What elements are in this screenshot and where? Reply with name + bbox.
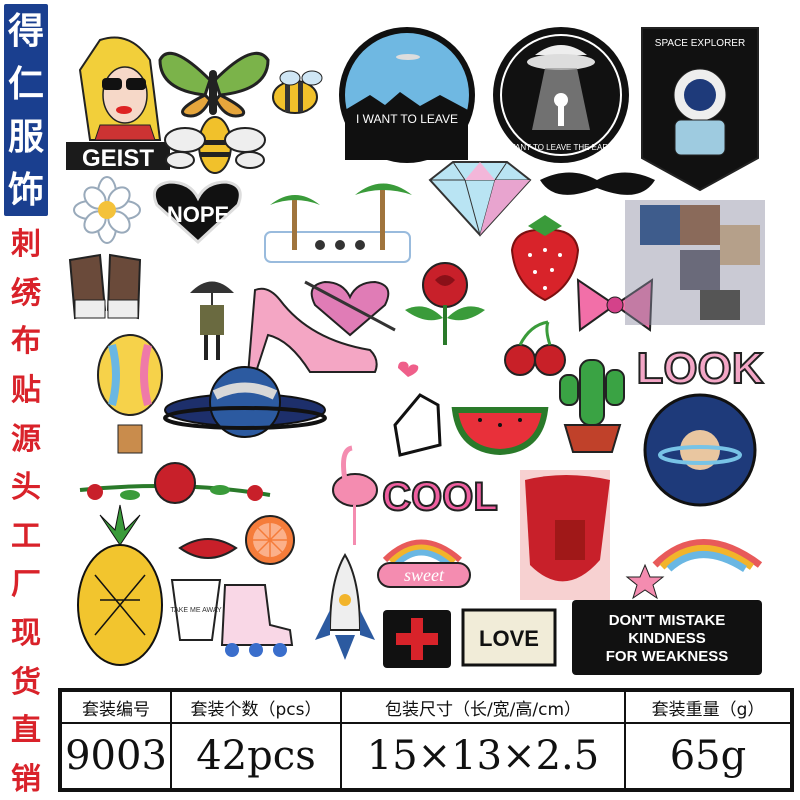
slogan-char: 货 [11, 664, 41, 700]
brand-char: 服 [7, 115, 44, 158]
spec-value-code: 9003 [60, 722, 172, 790]
patch-collage: GEIST I WANT TO LEAVE [66, 27, 765, 675]
slogan-char: 贴 [11, 372, 41, 408]
red-cross-patch [383, 610, 451, 668]
earth-patch: I WANT TO LEAVE THE EARTH [493, 27, 629, 163]
slogan-char: 现 [11, 616, 41, 651]
leave-text: I WANT TO LEAVE [356, 112, 458, 126]
saturn-circle-patch [643, 393, 757, 507]
palm-beach-patch [264, 183, 412, 263]
spec-table: 套装编号 套装个数（pcs） 包装尺寸（长/宽/高/cm） 套装重量（g） 90… [58, 688, 794, 792]
geist-text: GEIST [82, 145, 154, 172]
spec-header-count: 套装个数（pcs） [170, 690, 342, 724]
kindness-line-3: FOR WEAKNESS [606, 648, 729, 665]
small-bee-patch [272, 70, 323, 114]
spec-header-row: 套装编号 套装个数（pcs） 包装尺寸（长/宽/高/cm） 套装重量（g） [60, 690, 792, 724]
brand-char: 饰 [7, 168, 44, 211]
rainbow-star-patch [625, 539, 763, 600]
spec-header-size: 包装尺寸（长/宽/高/cm） [340, 690, 626, 724]
kindness-line-1: DON'T MISTAKE [609, 612, 726, 629]
watermelon-patch [451, 407, 549, 456]
daisy-patch [73, 176, 141, 244]
slogan-char: 刺 [11, 227, 41, 262]
finger-heart-patch [393, 361, 442, 457]
bee-patch [164, 116, 266, 174]
kindness-line-2: KINDNESS [628, 630, 706, 647]
slogan-char: 厂 [11, 567, 41, 603]
spec-value-row: 9003 42pcs 15×13×2.5 65g [60, 722, 792, 790]
slogan-char: 直 [11, 713, 41, 749]
heart-arrow-patch [304, 280, 396, 337]
blurred-patch-1 [625, 200, 765, 325]
rocket-patch [315, 553, 375, 660]
cool-text: COOL [382, 475, 498, 519]
space-text: SPACE EXPLORER [655, 38, 745, 49]
bow-patch [576, 278, 654, 332]
butterfly-patch [158, 51, 270, 118]
nope-heart-patch: NOPE [152, 180, 242, 245]
love-patch: LOVE [461, 608, 557, 667]
umbrella-person-patch [190, 281, 234, 360]
diamond-patch [428, 161, 532, 237]
spec-header-code: 套装编号 [60, 690, 172, 724]
side-banner: 得 仁 服 饰 刺 绣 布 贴 源 头 工 厂 现 货 直 销 [0, 0, 50, 800]
earth-text: I WANT TO LEAVE THE EARTH [503, 143, 619, 152]
space-explorer-patch: SPACE EXPLORER [641, 27, 759, 192]
strawberry-patch [510, 215, 580, 302]
sweet-rainbow-patch: sweet [377, 539, 471, 588]
pineapple-patch [77, 504, 163, 666]
slogan-char: 销 [11, 761, 41, 797]
lips-patch [178, 538, 238, 559]
spec-value-size: 15×13×2.5 [340, 722, 626, 790]
nope-text: NOPE [167, 202, 229, 227]
spec-value-count: 42pcs [170, 722, 342, 790]
love-text: LOVE [479, 626, 539, 651]
slogan-char: 头 [11, 470, 41, 506]
sweet-text: sweet [404, 565, 445, 585]
cactus-patch [559, 359, 625, 453]
spec-value-weight: 65g [624, 722, 792, 790]
brand-block: 得 仁 服 饰 [4, 4, 48, 216]
kindness-patch: DON'T MISTAKE KINDNESS FOR WEAKNESS [572, 600, 762, 675]
cup-patch: TAKE ME AWAY [170, 579, 222, 641]
slogan-char: 布 [11, 324, 41, 360]
brand-char: 得 [7, 9, 44, 52]
brand-char: 仁 [7, 62, 44, 105]
geist-girl-patch: GEIST [66, 36, 170, 172]
sneakers-patch [68, 253, 142, 320]
grapefruit-patch [245, 515, 295, 565]
rose-patch [405, 262, 485, 345]
high-heel-patch [246, 287, 378, 376]
hot-air-balloon-patch [97, 334, 163, 454]
flamingo-patch [332, 445, 378, 545]
slogan-char: 绣 [11, 275, 41, 311]
planet-ring-patch [163, 366, 327, 438]
slogan-char: 源 [11, 421, 41, 457]
slogan-block: 刺 绣 布 贴 源 头 工 厂 现 货 直 销 [4, 230, 48, 795]
cherries-patch [504, 320, 566, 376]
take-text: TAKE ME AWAY [170, 607, 222, 614]
spec-header-weight: 套装重量（g） [624, 690, 792, 724]
mustache-patch [540, 172, 655, 195]
blurred-patch-2 [520, 470, 610, 600]
slogan-char: 工 [11, 518, 41, 554]
roller-skate-patch [220, 584, 294, 657]
look-text: LOOK [636, 344, 763, 393]
rose-vine-patch [79, 462, 271, 504]
leave-patch: I WANT TO LEAVE [339, 27, 475, 163]
